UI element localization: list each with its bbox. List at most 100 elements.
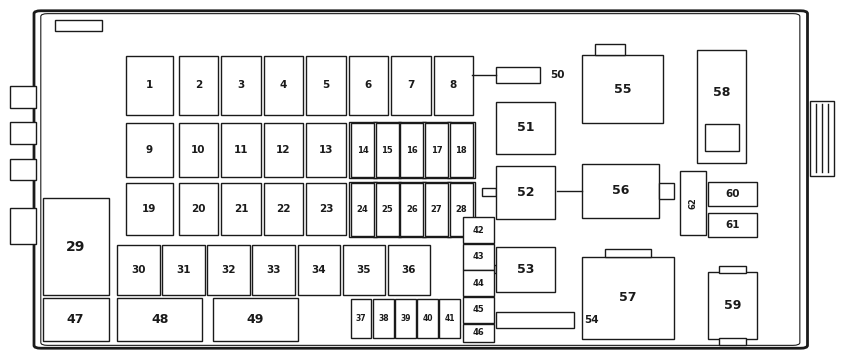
Bar: [351, 123, 374, 177]
Text: 47: 47: [67, 313, 84, 326]
Bar: [178, 56, 218, 115]
Bar: [376, 183, 399, 236]
Bar: [351, 299, 371, 338]
Bar: [373, 182, 401, 237]
Bar: [264, 123, 303, 177]
Text: 14: 14: [357, 145, 368, 155]
Bar: [373, 122, 401, 178]
Text: 2: 2: [195, 80, 202, 90]
Text: 16: 16: [406, 145, 417, 155]
Text: 10: 10: [191, 145, 206, 155]
Bar: [463, 297, 494, 323]
Bar: [582, 257, 674, 339]
Text: 23: 23: [319, 204, 333, 214]
Bar: [605, 249, 651, 257]
Bar: [42, 298, 109, 341]
Text: 8: 8: [450, 80, 457, 90]
Text: 3: 3: [237, 80, 245, 90]
Text: 40: 40: [422, 314, 433, 323]
Text: 54: 54: [584, 316, 598, 325]
Bar: [10, 86, 36, 108]
Text: 5: 5: [322, 80, 330, 90]
Text: 4: 4: [280, 80, 287, 90]
Text: 20: 20: [191, 204, 206, 214]
Bar: [425, 183, 448, 236]
Text: 37: 37: [356, 314, 366, 323]
Bar: [351, 183, 374, 236]
Text: 17: 17: [431, 145, 442, 155]
Text: 52: 52: [517, 186, 534, 199]
Bar: [482, 265, 496, 273]
Bar: [463, 244, 494, 270]
Text: 29: 29: [66, 240, 85, 253]
Bar: [178, 183, 218, 235]
Bar: [708, 182, 757, 206]
Bar: [450, 123, 473, 177]
Bar: [306, 183, 346, 235]
Bar: [447, 182, 475, 237]
Text: 9: 9: [145, 145, 153, 155]
Text: 59: 59: [724, 299, 741, 312]
Bar: [221, 56, 261, 115]
Text: 58: 58: [713, 86, 730, 99]
Text: 50: 50: [550, 70, 564, 80]
Bar: [388, 245, 430, 295]
Text: 38: 38: [378, 314, 388, 323]
Bar: [697, 50, 746, 163]
Text: 43: 43: [473, 252, 484, 261]
Text: 6: 6: [365, 80, 372, 90]
Bar: [162, 245, 205, 295]
Text: 48: 48: [151, 313, 168, 326]
Bar: [496, 166, 555, 219]
Bar: [659, 183, 674, 199]
Bar: [496, 102, 555, 154]
Text: 34: 34: [311, 265, 326, 275]
Text: 61: 61: [725, 220, 740, 230]
Bar: [400, 123, 423, 177]
Bar: [463, 324, 494, 342]
Bar: [496, 67, 540, 83]
Text: 25: 25: [382, 205, 393, 214]
Bar: [810, 101, 834, 176]
Text: 42: 42: [473, 225, 484, 235]
Bar: [680, 171, 705, 235]
Text: 13: 13: [319, 145, 333, 155]
Text: 12: 12: [276, 145, 291, 155]
Bar: [398, 122, 426, 178]
Text: 45: 45: [473, 305, 484, 314]
Text: 15: 15: [382, 145, 393, 155]
Text: 62: 62: [688, 197, 697, 209]
Text: 41: 41: [445, 314, 455, 323]
Bar: [126, 183, 173, 235]
Bar: [252, 245, 295, 295]
Text: 56: 56: [612, 185, 629, 197]
Bar: [207, 245, 250, 295]
Bar: [126, 123, 173, 177]
Bar: [264, 56, 303, 115]
Bar: [705, 124, 739, 151]
Text: 39: 39: [400, 314, 411, 323]
Bar: [482, 188, 496, 196]
Text: 35: 35: [356, 265, 371, 275]
Text: 31: 31: [176, 265, 191, 275]
Bar: [178, 123, 218, 177]
Bar: [221, 183, 261, 235]
Bar: [496, 312, 574, 328]
Text: 51: 51: [517, 121, 534, 134]
Text: 55: 55: [614, 83, 632, 95]
Text: 27: 27: [431, 205, 442, 214]
Text: 26: 26: [406, 205, 417, 214]
Text: 1: 1: [145, 80, 153, 90]
Text: 21: 21: [234, 204, 248, 214]
Bar: [348, 182, 377, 237]
Text: 19: 19: [142, 204, 156, 214]
Bar: [212, 298, 298, 341]
Text: 30: 30: [131, 265, 146, 275]
Bar: [348, 56, 388, 115]
Bar: [376, 123, 399, 177]
Bar: [708, 272, 757, 339]
Bar: [373, 299, 394, 338]
Bar: [55, 20, 102, 31]
Bar: [417, 299, 438, 338]
Bar: [126, 56, 173, 115]
